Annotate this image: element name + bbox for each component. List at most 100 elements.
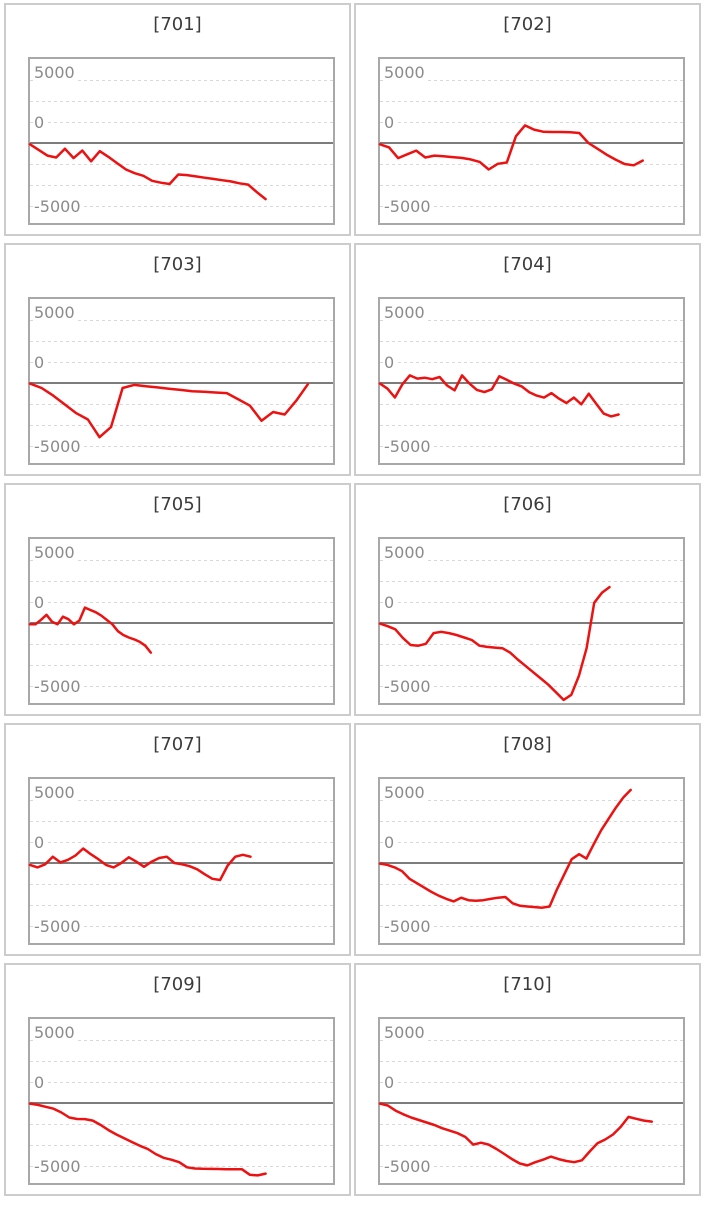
y-tick-label-minus-5000: -5000 bbox=[384, 438, 434, 455]
y-tick-label-0: 0 bbox=[384, 354, 398, 371]
dotted-gridline bbox=[30, 665, 333, 666]
dotted-gridline bbox=[380, 425, 683, 426]
dotted-gridline bbox=[30, 101, 333, 102]
chart-cell: [707] 5000 0 -5000 bbox=[4, 723, 351, 956]
dotted-gridline bbox=[380, 560, 683, 561]
chart-title: [710] bbox=[503, 974, 552, 995]
zero-axis-line bbox=[380, 862, 683, 864]
dotted-gridline bbox=[380, 206, 683, 207]
y-tick-label-5000: 5000 bbox=[34, 784, 78, 801]
chart-title: [708] bbox=[503, 734, 552, 755]
dotted-gridline bbox=[380, 800, 683, 801]
y-tick-label-5000: 5000 bbox=[384, 304, 428, 321]
dotted-gridline bbox=[380, 1124, 683, 1125]
dotted-gridline bbox=[380, 644, 683, 645]
zero-axis-line bbox=[380, 1102, 683, 1104]
y-tick-label-5000: 5000 bbox=[34, 544, 78, 561]
dotted-gridline bbox=[380, 1061, 683, 1062]
dotted-gridline bbox=[380, 686, 683, 687]
y-tick-label-0: 0 bbox=[34, 834, 48, 851]
chart-plot-area: 5000 0 -5000 bbox=[28, 777, 335, 945]
chart-title: [701] bbox=[153, 14, 202, 35]
dotted-gridline bbox=[30, 602, 333, 603]
chart-title: [704] bbox=[503, 254, 552, 275]
dotted-gridline bbox=[30, 842, 333, 843]
dotted-gridline bbox=[380, 341, 683, 342]
dotted-gridline bbox=[30, 122, 333, 123]
chart-plot-area: 5000 0 -5000 bbox=[28, 1017, 335, 1185]
dotted-gridline bbox=[380, 446, 683, 447]
chart-title: [705] bbox=[153, 494, 202, 515]
y-tick-label-minus-5000: -5000 bbox=[384, 198, 434, 215]
dotted-gridline bbox=[380, 905, 683, 906]
zero-axis-line bbox=[380, 622, 683, 624]
dotted-gridline bbox=[30, 1082, 333, 1083]
dotted-gridline bbox=[380, 665, 683, 666]
y-tick-label-0: 0 bbox=[34, 1074, 48, 1091]
line-series bbox=[378, 585, 611, 702]
zero-axis-line bbox=[30, 1102, 333, 1104]
y-tick-label-minus-5000: -5000 bbox=[34, 678, 84, 695]
chart-plot-area: 5000 0 -5000 bbox=[378, 297, 685, 465]
dotted-gridline bbox=[30, 926, 333, 927]
dotted-gridline bbox=[380, 821, 683, 822]
dotted-gridline bbox=[30, 404, 333, 405]
line-series bbox=[28, 1102, 267, 1177]
chart-title: [706] bbox=[503, 494, 552, 515]
dotted-gridline bbox=[380, 842, 683, 843]
y-tick-label-5000: 5000 bbox=[384, 64, 428, 81]
line-series bbox=[378, 1102, 654, 1167]
dotted-gridline bbox=[30, 1040, 333, 1041]
y-tick-label-0: 0 bbox=[384, 834, 398, 851]
dotted-gridline bbox=[380, 164, 683, 165]
dotted-gridline bbox=[380, 884, 683, 885]
dotted-gridline bbox=[30, 686, 333, 687]
y-tick-label-0: 0 bbox=[384, 594, 398, 611]
chart-cell: [703] 5000 0 -5000 bbox=[4, 243, 351, 476]
chart-title: [707] bbox=[153, 734, 202, 755]
chart-plot-area: 5000 0 -5000 bbox=[378, 57, 685, 225]
y-tick-label-minus-5000: -5000 bbox=[34, 918, 84, 935]
y-tick-label-minus-5000: -5000 bbox=[384, 918, 434, 935]
dotted-gridline bbox=[380, 1166, 683, 1167]
y-tick-label-0: 0 bbox=[34, 594, 48, 611]
dotted-gridline bbox=[30, 80, 333, 81]
dotted-gridline bbox=[30, 362, 333, 363]
line-series bbox=[378, 124, 644, 171]
zero-axis-line bbox=[30, 622, 333, 624]
zero-axis-line bbox=[380, 142, 683, 144]
zero-axis-line bbox=[30, 382, 333, 384]
chart-plot-area: 5000 0 -5000 bbox=[28, 297, 335, 465]
y-tick-label-0: 0 bbox=[384, 114, 398, 131]
y-tick-label-minus-5000: -5000 bbox=[34, 438, 84, 455]
dotted-gridline bbox=[380, 122, 683, 123]
dotted-gridline bbox=[30, 206, 333, 207]
dotted-gridline bbox=[30, 1166, 333, 1167]
chart-cell: [705] 5000 0 -5000 bbox=[4, 483, 351, 716]
line-series bbox=[28, 143, 267, 201]
dotted-gridline bbox=[380, 926, 683, 927]
dotted-gridline bbox=[30, 320, 333, 321]
chart-cell: [702] 5000 0 -5000 bbox=[354, 3, 701, 236]
dotted-gridline bbox=[30, 800, 333, 801]
dotted-gridline bbox=[30, 644, 333, 645]
y-tick-label-0: 0 bbox=[34, 354, 48, 371]
dotted-gridline bbox=[30, 341, 333, 342]
chart-plot-area: 5000 0 -5000 bbox=[378, 1017, 685, 1185]
chart-plot-area: 5000 0 -5000 bbox=[28, 57, 335, 225]
dotted-gridline bbox=[380, 404, 683, 405]
chart-title: [709] bbox=[153, 974, 202, 995]
chart-plot-area: 5000 0 -5000 bbox=[378, 537, 685, 705]
y-tick-label-minus-5000: -5000 bbox=[384, 1158, 434, 1175]
dotted-gridline bbox=[380, 1082, 683, 1083]
dotted-gridline bbox=[380, 602, 683, 603]
y-tick-label-minus-5000: -5000 bbox=[384, 678, 434, 695]
dotted-gridline bbox=[380, 101, 683, 102]
dotted-gridline bbox=[30, 164, 333, 165]
dotted-gridline bbox=[30, 821, 333, 822]
line-series bbox=[378, 374, 620, 418]
y-tick-label-5000: 5000 bbox=[384, 544, 428, 561]
dotted-gridline bbox=[30, 425, 333, 426]
y-tick-label-5000: 5000 bbox=[34, 1024, 78, 1041]
